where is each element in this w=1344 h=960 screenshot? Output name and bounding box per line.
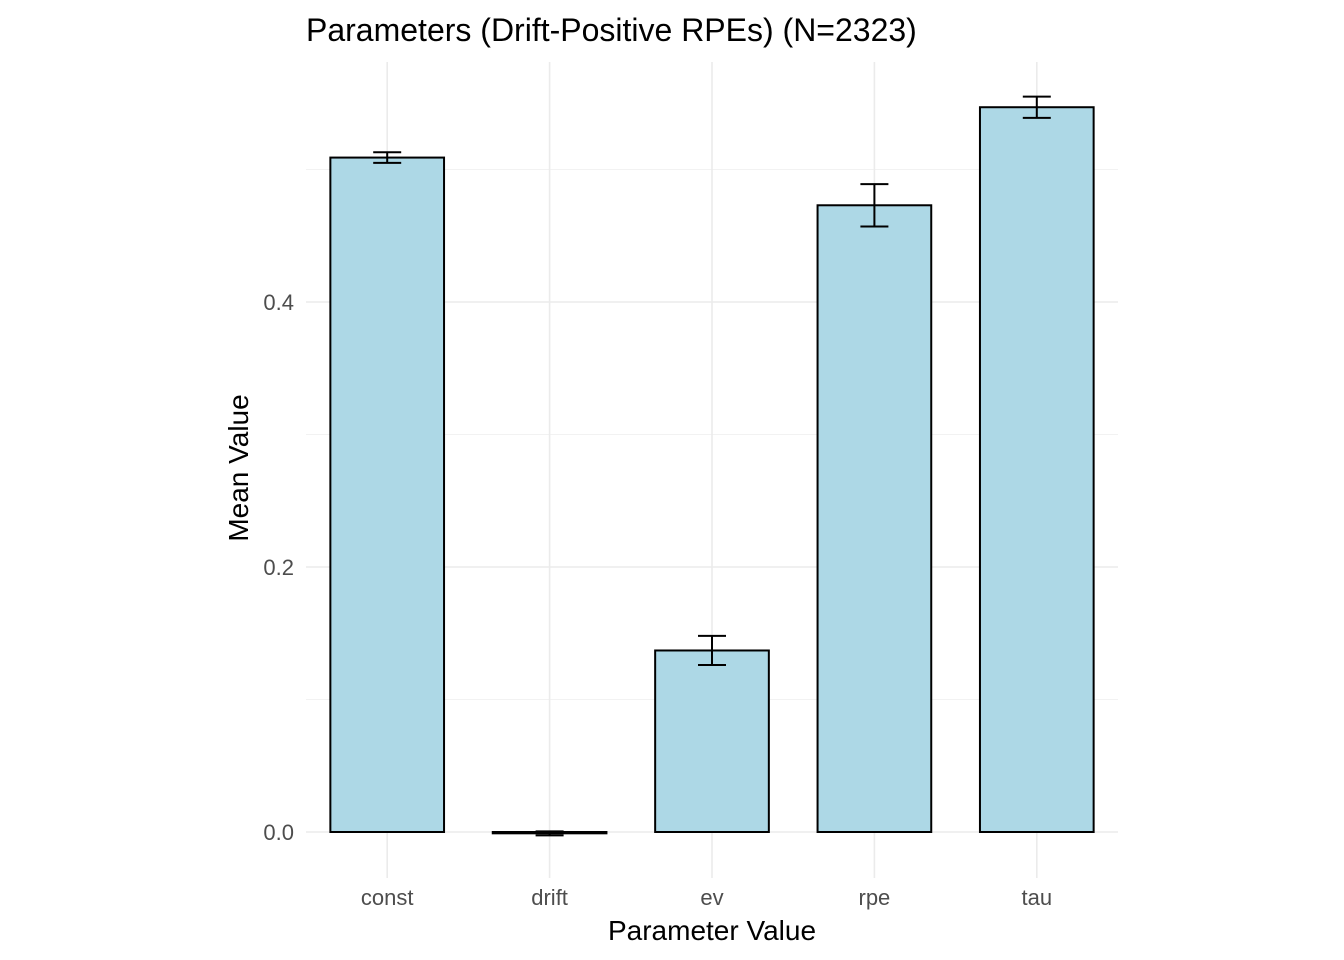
bar-tau bbox=[978, 106, 1095, 834]
x-axis-ticks: const drift ev rpe tau bbox=[361, 885, 1052, 910]
x-tick-label-tau: tau bbox=[1022, 885, 1053, 910]
error-bar-ev bbox=[698, 634, 726, 667]
bar-rpe bbox=[816, 204, 933, 833]
x-axis-title: Parameter Value bbox=[608, 915, 816, 946]
error-bar-tau bbox=[1022, 95, 1051, 119]
error-bars bbox=[373, 95, 1051, 837]
x-tick-label-const: const bbox=[361, 885, 414, 910]
y-tick-label: 0.2 bbox=[263, 555, 294, 580]
error-bar-rpe bbox=[860, 183, 889, 228]
chart-title: Parameters (Drift-Positive RPEs) (N=2323… bbox=[306, 12, 917, 48]
x-tick-label-drift: drift bbox=[531, 885, 568, 910]
x-tick-label-ev: ev bbox=[700, 885, 723, 910]
y-tick-label: 0.0 bbox=[263, 820, 294, 845]
bar-const bbox=[329, 156, 446, 833]
x-tick-label-rpe: rpe bbox=[859, 885, 891, 910]
y-tick-label: 0.4 bbox=[263, 290, 294, 315]
error-bar-drift bbox=[535, 830, 564, 837]
y-axis-ticks: 0.0 0.2 0.4 bbox=[263, 290, 294, 845]
bar-ev bbox=[654, 649, 770, 833]
bars bbox=[329, 106, 1095, 835]
error-bar-const bbox=[373, 151, 402, 164]
y-axis-title: Mean Value bbox=[223, 394, 254, 541]
